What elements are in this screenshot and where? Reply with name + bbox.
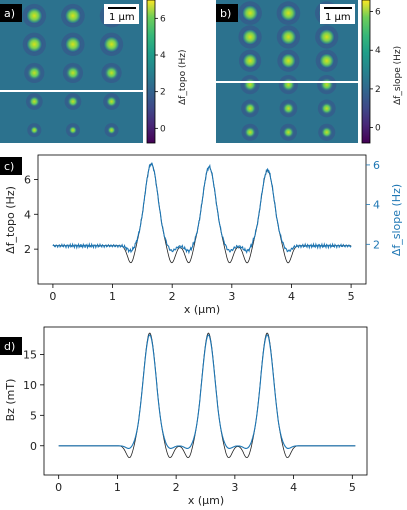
plot-d-series-1	[58, 334, 356, 449]
plot-c-series-1	[52, 162, 352, 255]
plot-c-content: 0 1 2 3 4 5 2 4 6 2 4 6	[24, 159, 380, 303]
plot-d-ytick-label: 5	[30, 409, 37, 422]
heatmap-b-dot	[282, 102, 295, 115]
plot-c-xtick-label: 3	[228, 290, 235, 303]
plot-d-ytick-label: 15	[23, 348, 37, 361]
heatmap-a-dot	[64, 35, 82, 53]
panel-d-label: d)	[4, 340, 15, 353]
panel-a: a) 1 μm 0 2 4 6 Δf_topo (Hz)	[0, 0, 188, 144]
heatmap-b-dot	[243, 77, 257, 92]
colorbar-b-tick-label: 4	[375, 46, 381, 56]
heatmap-b-dot	[318, 52, 335, 69]
plot-c-xtick-label: 5	[348, 290, 355, 303]
heatmap-b-dot	[320, 102, 333, 115]
plot-d-xtick-label: 4	[290, 481, 297, 494]
heatmap-a-dot	[30, 126, 39, 135]
heatmap-b-dot	[318, 28, 336, 46]
plot-c-frame	[37, 154, 367, 285]
plot-d-content: 0 1 2 3 4 5 0 5 10 15	[23, 332, 356, 494]
scale-bar-a-label: 1 μm	[109, 12, 135, 23]
heatmap-b-dot	[241, 4, 259, 22]
plot-c-ytick-right-label: 4	[373, 199, 380, 212]
plot-c-xtick-label: 1	[109, 290, 116, 303]
plot-d-xtick-label: 5	[349, 481, 356, 494]
plot-c-ylabel-left: Δf_topo (Hz)	[4, 186, 17, 254]
heatmap-b-dot	[321, 126, 333, 138]
panel-c-label: c)	[4, 160, 14, 173]
heatmap-a-dot	[107, 126, 116, 135]
colorbar-a	[146, 0, 156, 144]
panel-c-label-bg	[0, 157, 22, 175]
plot-d-frame	[43, 326, 368, 476]
plot-c-ytick-right-label: 6	[373, 159, 380, 172]
plot-c-xlabel: x (μm)	[184, 303, 220, 316]
heatmap-a-dot	[106, 96, 117, 107]
panel-b-label-bg	[216, 4, 238, 22]
heatmap-b-dot	[320, 77, 334, 92]
plot-d-xtick-label: 0	[55, 481, 62, 494]
panel-b-label: b)	[220, 7, 231, 20]
plot-d-ylabel: Bz (mT)	[4, 379, 17, 422]
heatmap-a-dot	[64, 6, 82, 25]
heatmap-b-dot	[241, 28, 259, 46]
colorbar-a-tick-label: 0	[160, 124, 166, 134]
plot-c-ytick-label: 2	[24, 243, 31, 256]
plot-c-ylabel-right: Δf_slope (Hz)	[390, 184, 403, 256]
colorbar-a-label: Δf_topo (Hz)	[178, 50, 188, 105]
heatmap-b-dot	[244, 126, 256, 138]
heatmap-b-dot	[279, 28, 298, 46]
plot-c-xtick-label: 2	[169, 290, 176, 303]
heatmap-b-dot	[281, 77, 296, 92]
heatmap-a-dot	[68, 126, 77, 135]
colorbar-a-ticks: 0 2 4 6	[155, 14, 166, 134]
plot-d-xtick-label: 2	[173, 481, 180, 494]
plot-c-series-0	[52, 163, 352, 264]
heatmap-a-dot	[102, 35, 121, 53]
plot-c-ytick-label: 4	[24, 208, 31, 221]
heatmap-a-dot	[28, 96, 40, 107]
colorbar-a-tick-label: 4	[160, 51, 166, 61]
colorbar-b-tick-label: 6	[375, 8, 381, 18]
plot-d-ytick-label: 10	[23, 379, 37, 392]
panel-a-label: a)	[4, 7, 15, 20]
plot-c-ytick-right-label: 2	[373, 238, 380, 251]
scale-bar-b-label: 1 μm	[325, 12, 351, 23]
plot-c-xtick-label: 0	[49, 290, 56, 303]
panel-a-label-bg	[0, 4, 22, 22]
heatmap-b-dot	[282, 126, 294, 138]
heatmap-b-dot	[244, 102, 256, 115]
heatmap-a-dot	[104, 65, 119, 81]
colorbar-a-tick-label: 6	[160, 14, 166, 24]
panel-c: 0 1 2 3 4 5 2 4 6 2 4 6 c) x (μm) Δf_topo (Hz) Δf_s…	[0, 154, 403, 316]
heatmap-a-dot	[27, 65, 42, 81]
colorbar-b-label: Δf_slope (Hz)	[393, 46, 403, 105]
plot-c-ytick-label: 6	[24, 173, 31, 186]
plot-d-series-0	[58, 332, 356, 459]
heatmap-a-dot	[67, 96, 79, 107]
panel-d-label-bg	[0, 337, 22, 355]
plot-d-xtick-label: 1	[114, 481, 121, 494]
plot-d-xtick-label: 3	[231, 481, 238, 494]
plot-c-xtick-label: 4	[288, 290, 295, 303]
colorbar-a-tick-label: 2	[160, 88, 166, 98]
panel-d: 0 1 2 3 4 5 0 5 10 15 d) x (μm) Bz (mT)	[0, 326, 368, 507]
heatmap-b-dot	[241, 52, 259, 69]
heatmap-b-dot	[279, 4, 298, 22]
heatmap-a-dot	[65, 65, 81, 81]
colorbar-b-ticks: 0 2 4 6	[370, 8, 381, 134]
colorbar-b-tick-label: 0	[375, 124, 381, 134]
plot-d-ytick-label: 0	[30, 440, 37, 453]
plot-d-xlabel: x (μm)	[188, 494, 224, 507]
heatmap-b-dot	[280, 52, 297, 69]
colorbar-b-tick-label: 2	[375, 85, 381, 95]
colorbar-b	[361, 0, 371, 144]
heatmap-a-dot	[25, 35, 43, 53]
heatmap-a-dot	[25, 6, 44, 25]
panel-b: b) 1 μm 0 2 4 6 Δf_slope (Hz)	[216, 0, 403, 144]
